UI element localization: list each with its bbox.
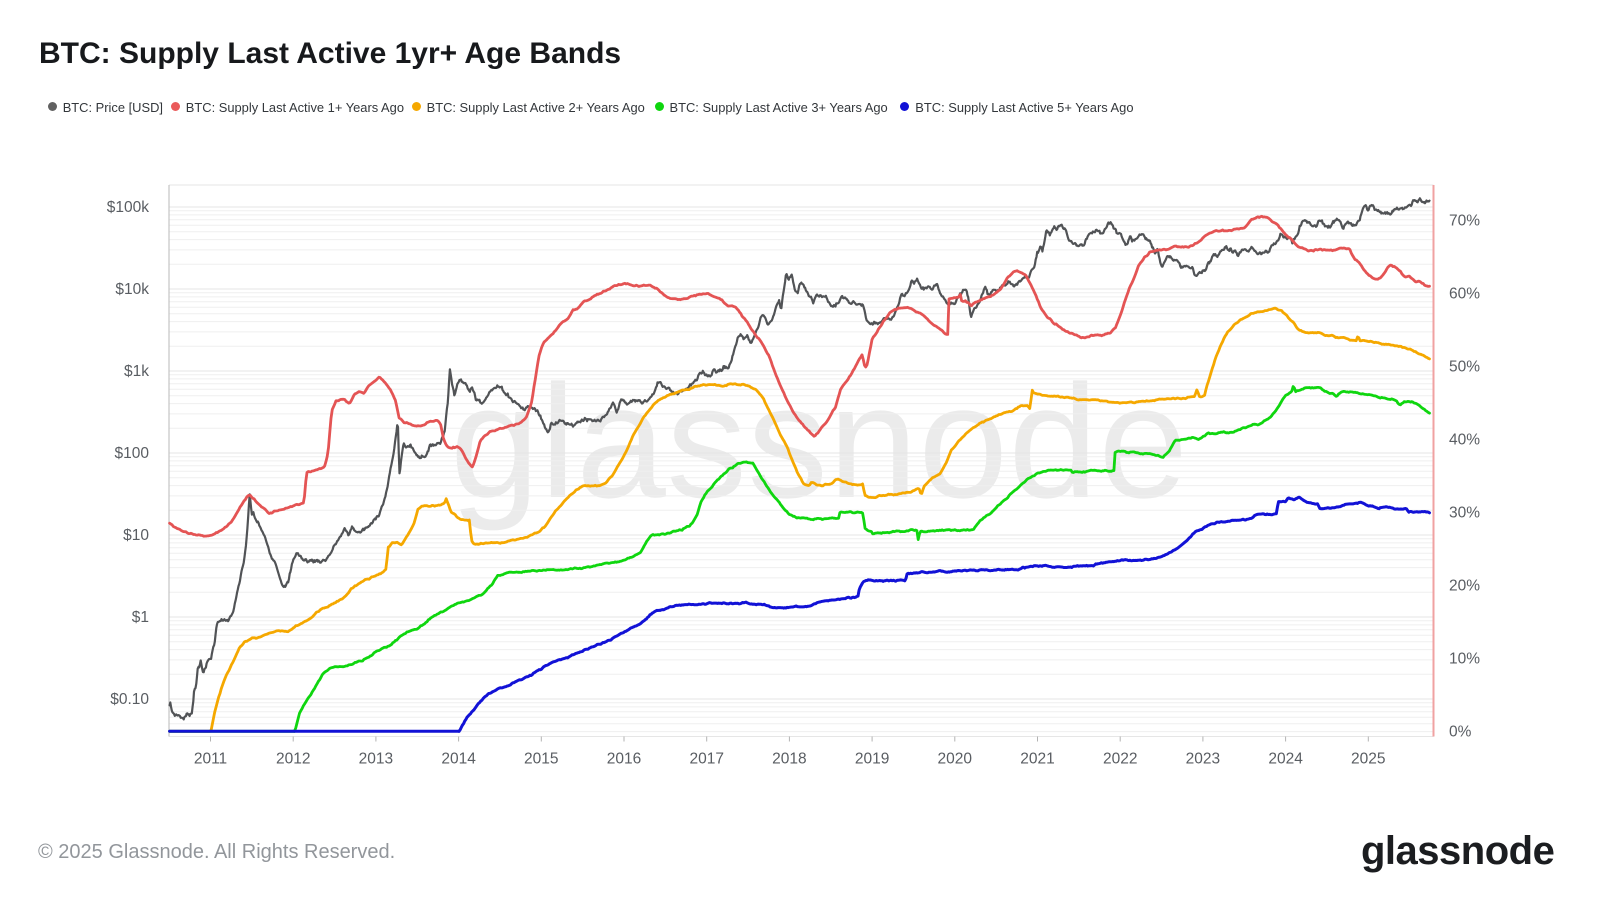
- svg-text:2020: 2020: [938, 751, 973, 768]
- svg-text:2012: 2012: [276, 751, 310, 768]
- svg-text:2017: 2017: [689, 751, 723, 768]
- svg-text:$100: $100: [115, 445, 150, 462]
- svg-text:2014: 2014: [441, 751, 476, 768]
- svg-text:40%: 40%: [1449, 431, 1480, 448]
- svg-text:2015: 2015: [524, 751, 558, 768]
- svg-text:2025: 2025: [1351, 751, 1385, 768]
- svg-text:$0.10: $0.10: [110, 691, 149, 708]
- svg-text:2011: 2011: [194, 751, 227, 768]
- svg-text:$10k: $10k: [115, 281, 149, 298]
- svg-text:2022: 2022: [1103, 751, 1137, 768]
- svg-text:2016: 2016: [607, 751, 641, 768]
- svg-text:2023: 2023: [1186, 751, 1220, 768]
- svg-text:2019: 2019: [855, 751, 889, 768]
- svg-text:30%: 30%: [1449, 504, 1480, 521]
- svg-text:0%: 0%: [1449, 723, 1472, 740]
- svg-text:2018: 2018: [772, 751, 806, 768]
- svg-text:60%: 60%: [1449, 285, 1480, 302]
- svg-text:20%: 20%: [1449, 577, 1480, 594]
- svg-text:10%: 10%: [1449, 650, 1480, 667]
- svg-text:glassnode: glassnode: [450, 352, 1189, 532]
- svg-text:70%: 70%: [1449, 212, 1480, 229]
- svg-text:$10: $10: [123, 527, 149, 544]
- svg-text:$100k: $100k: [107, 199, 149, 216]
- svg-text:50%: 50%: [1449, 358, 1480, 375]
- svg-text:$1k: $1k: [124, 363, 149, 380]
- svg-text:$1: $1: [132, 609, 149, 626]
- svg-text:2013: 2013: [359, 751, 393, 768]
- svg-text:2024: 2024: [1268, 751, 1303, 768]
- svg-text:2021: 2021: [1020, 751, 1054, 768]
